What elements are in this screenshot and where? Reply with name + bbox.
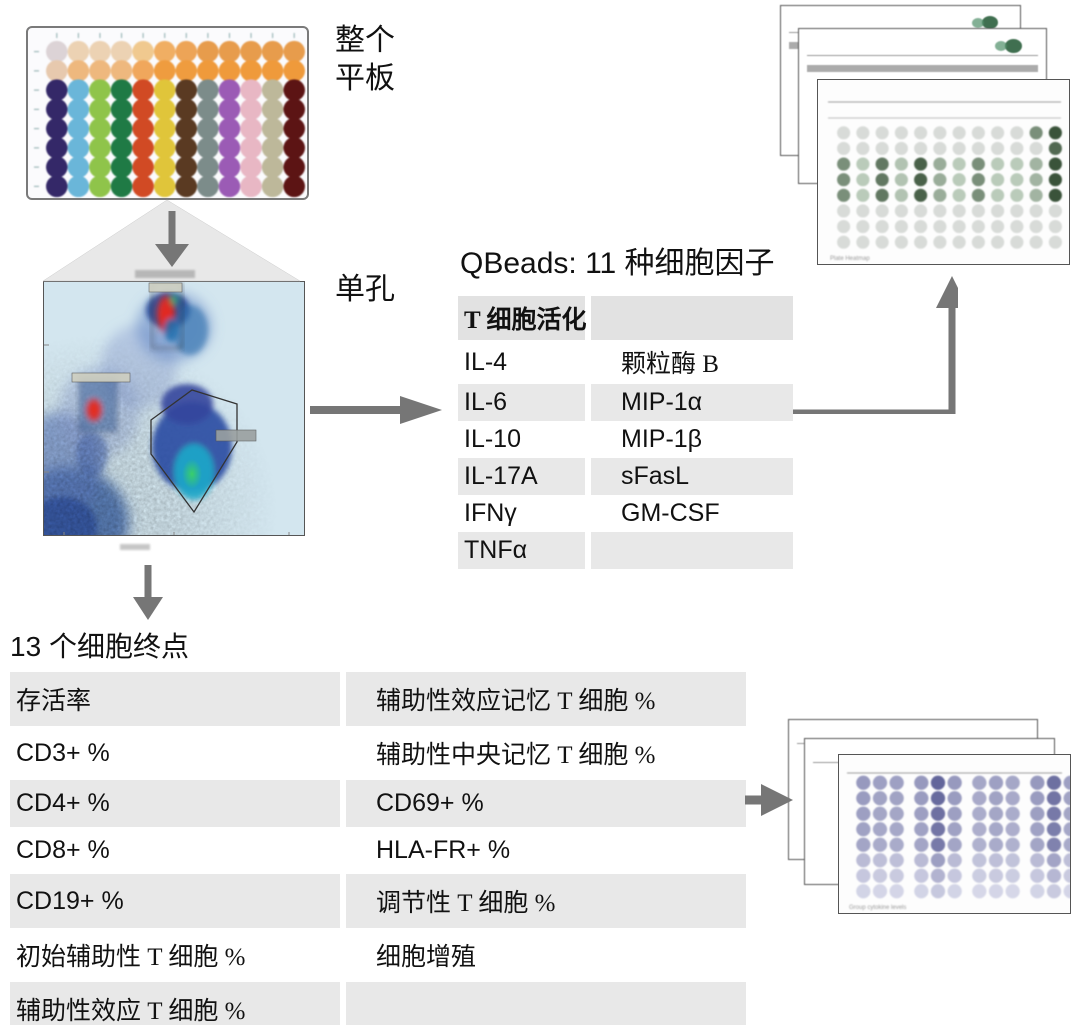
svg-text:Group cytokine levels: Group cytokine levels [849, 905, 906, 911]
svg-text:Plate Heatmap: Plate Heatmap [830, 256, 870, 262]
